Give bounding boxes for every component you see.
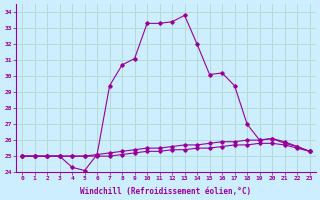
X-axis label: Windchill (Refroidissement éolien,°C): Windchill (Refroidissement éolien,°C) [80, 187, 252, 196]
